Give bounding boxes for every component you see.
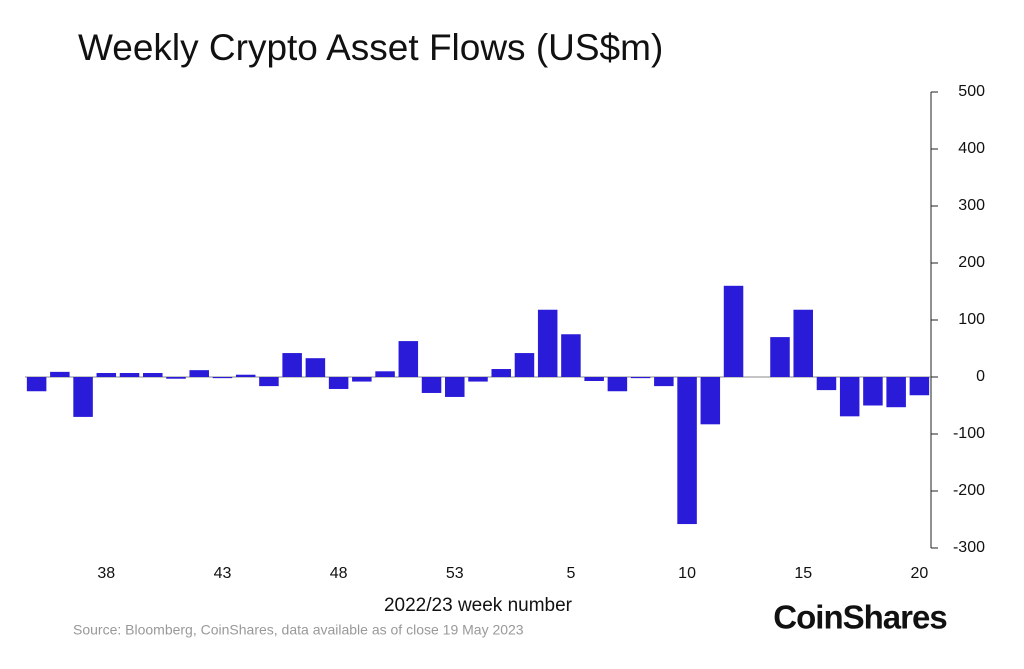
y-tick-label: 0 [976,368,985,385]
bar [212,377,233,379]
bar [468,377,488,382]
bar [630,377,651,379]
y-tick-label: 300 [958,197,985,214]
bar [584,377,604,381]
bar [816,377,837,391]
bar [96,373,117,377]
x-tick-label: 48 [330,565,348,582]
bar [886,377,906,408]
bar [235,374,256,377]
y-tick-label: 200 [958,254,985,271]
bar [259,377,279,387]
source-note: Source: Bloomberg, CoinShares, data avai… [73,622,524,638]
x-tick-label: 20 [910,565,928,582]
x-tick-label: 10 [678,565,696,582]
y-tick-label: -300 [953,539,985,556]
bar [561,334,581,377]
bar [700,377,721,425]
brand-logo: CoinShares [773,599,946,636]
x-tick-label: 53 [446,565,464,582]
bar [445,377,465,397]
bar [119,373,140,377]
bar [282,353,302,377]
x-tick-label: 38 [97,565,115,582]
bar [839,377,860,417]
bar [73,377,93,417]
x-tick-label: 43 [214,565,232,582]
x-tick-label: 5 [566,565,575,582]
bar [909,377,930,396]
bar [305,358,326,377]
bar [189,370,209,377]
bar [143,373,163,377]
y-tick-label: 100 [958,311,985,328]
x-tick-label: 15 [794,565,812,582]
bar [166,377,186,379]
bar [26,377,47,392]
bar [793,309,813,377]
bar [491,369,511,377]
bar [723,285,744,377]
chart-title: Weekly Crypto Asset Flows (US$m) [78,27,663,68]
y-tick-label: 400 [958,140,985,157]
bar [863,377,883,406]
x-axis-label: 2022/23 week number [384,595,573,616]
bar [514,353,535,377]
y-tick-label: -200 [953,482,985,499]
y-tick-label: 500 [958,83,985,100]
bar [328,377,349,389]
bar [607,377,628,392]
bar [375,371,395,377]
bar [537,309,558,377]
y-tick-label: -100 [953,425,985,442]
bar [654,377,674,387]
bar [421,377,442,393]
bar [50,371,70,377]
bar [398,341,419,377]
bar [352,377,372,382]
bar [770,337,790,377]
bar [677,377,697,525]
